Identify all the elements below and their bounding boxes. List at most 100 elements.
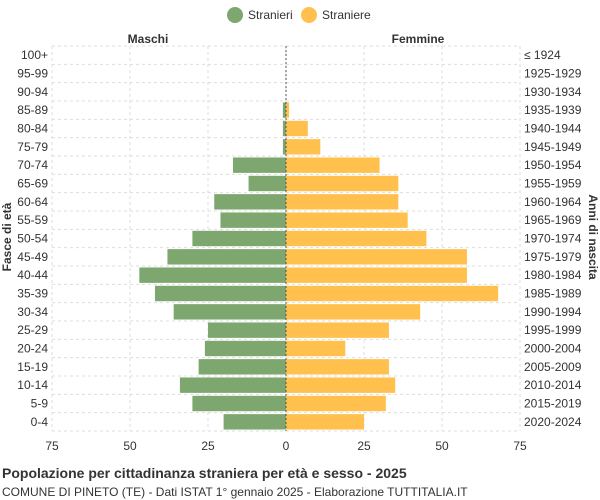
age-label: 35-39: [17, 287, 48, 301]
birth-year-label: 1995-1999: [524, 323, 582, 337]
age-label: 40-44: [17, 268, 48, 282]
birth-year-label: 2015-2019: [524, 397, 582, 411]
bar-female-80-84: [286, 120, 308, 137]
birth-year-label: 1945-1949: [524, 140, 582, 154]
birth-year-label: 1990-1994: [524, 305, 582, 319]
age-label: 70-74: [17, 158, 48, 172]
bar-male-75-79: [282, 139, 286, 155]
birth-year-label: 2010-2014: [524, 378, 582, 392]
bar-female-55-59: [286, 212, 408, 228]
bar-male-40-44: [139, 267, 286, 283]
bar-male-55-59: [220, 212, 286, 228]
bar-male-35-39: [154, 285, 286, 302]
bar-male-5-9: [192, 395, 286, 412]
bar-male-15-19: [198, 359, 286, 375]
birth-year-label: 1985-1989: [524, 287, 582, 301]
bar-female-65-69: [286, 175, 399, 192]
bar-male-85-89: [282, 102, 286, 118]
age-label: 60-64: [17, 195, 48, 209]
y-axis-title-left: Fasce di età: [0, 202, 14, 271]
age-label: 55-59: [17, 213, 48, 227]
age-label: 45-49: [17, 250, 48, 264]
birth-year-label: 1960-1964: [524, 195, 582, 209]
age-label: 80-84: [17, 122, 48, 136]
birth-year-label: 1925-1929: [524, 67, 582, 81]
age-label: 100+: [21, 48, 48, 62]
birth-year-label: 2000-2004: [524, 342, 582, 356]
age-label: 90-94: [17, 85, 48, 99]
birth-year-labels: ≤ 1924 1925-1929 1930-1934 1935-1939 1940-19…: [524, 48, 582, 429]
bars: [139, 46, 499, 431]
age-label: 20-24: [17, 342, 48, 356]
age-label: 30-34: [17, 305, 48, 319]
bar-male-30-34: [173, 304, 286, 320]
birth-year-label: 1940-1944: [524, 122, 582, 136]
left-header: Maschi: [128, 32, 169, 46]
bar-female-10-14: [286, 377, 396, 393]
age-label: 65-69: [17, 177, 48, 191]
bar-female-75-79: [286, 139, 321, 155]
x-tick-label: 50: [435, 439, 449, 453]
legend-male-label: Stranieri: [248, 8, 293, 22]
bar-female-60-64: [286, 194, 399, 210]
chart-title: Popolazione per cittadinanza straniera p…: [2, 465, 407, 481]
bar-female-20-24: [286, 340, 346, 357]
bar-female-15-19: [286, 359, 389, 375]
x-tick-label: 0: [283, 439, 290, 453]
bar-male-65-69: [248, 175, 286, 192]
x-axis-ticks: 75 50 25 0 25 50 75: [45, 439, 527, 453]
x-tick-label: 25: [357, 439, 371, 453]
x-tick-label: 25: [201, 439, 215, 453]
age-label: 95-99: [17, 67, 48, 81]
bar-female-85-89: [286, 102, 290, 118]
bar-female-30-34: [286, 304, 421, 320]
y-axis-title-right: Anni di nascita: [586, 194, 600, 280]
birth-year-label: 1955-1959: [524, 177, 582, 191]
birth-year-label: 1980-1984: [524, 268, 582, 282]
bar-female-70-74: [286, 157, 380, 173]
age-labels: 100+ 95-99 90-94 85-89 80-84 75-79 70-74 65-69 6…: [17, 48, 48, 429]
birth-year-label: 2005-2009: [524, 360, 582, 374]
birth-year-label: 1935-1939: [524, 103, 582, 117]
bar-male-25-29: [208, 322, 286, 338]
birth-year-label: 1965-1969: [524, 213, 582, 227]
legend-female-swatch: [301, 7, 317, 23]
bar-male-70-74: [232, 157, 286, 173]
age-label: 5-9: [31, 397, 49, 411]
legend-female-label: Straniere: [322, 8, 371, 22]
bar-male-20-24: [204, 340, 286, 357]
birth-year-label: 1930-1934: [524, 85, 582, 99]
bar-male-45-49: [167, 249, 286, 265]
bar-male-50-54: [192, 230, 286, 247]
birth-year-label: 1950-1954: [524, 158, 582, 172]
birth-year-label: 1970-1974: [524, 232, 582, 246]
chart-subtitle: COMUNE DI PINETO (TE) - Dati ISTAT 1° ge…: [2, 485, 468, 499]
x-tick-label: 75: [513, 439, 527, 453]
bar-female-35-39: [286, 285, 499, 302]
bar-female-40-44: [286, 267, 467, 283]
age-label: 25-29: [17, 323, 48, 337]
x-tick-label: 75: [45, 439, 59, 453]
age-label: 0-4: [31, 415, 49, 429]
bar-female-5-9: [286, 395, 386, 412]
bar-male-60-64: [214, 194, 286, 210]
bar-male-10-14: [179, 377, 286, 393]
bar-female-25-29: [286, 322, 389, 338]
legend: Stranieri Straniere: [227, 7, 371, 23]
birth-year-label: ≤ 1924: [524, 48, 561, 62]
right-header: Femmine: [392, 32, 445, 46]
bar-male-80-84: [282, 120, 286, 137]
age-label: 10-14: [17, 378, 48, 392]
age-label: 50-54: [17, 232, 48, 246]
bar-female-50-54: [286, 230, 427, 247]
age-label: 15-19: [17, 360, 48, 374]
birth-year-label: 2020-2024: [524, 415, 582, 429]
birth-year-label: 1975-1979: [524, 250, 582, 264]
x-tick-label: 50: [123, 439, 137, 453]
legend-male-swatch: [227, 7, 243, 23]
age-label: 75-79: [17, 140, 48, 154]
bar-female-45-49: [286, 249, 467, 265]
age-label: 85-89: [17, 103, 48, 117]
bar-female-0-4: [286, 414, 364, 430]
